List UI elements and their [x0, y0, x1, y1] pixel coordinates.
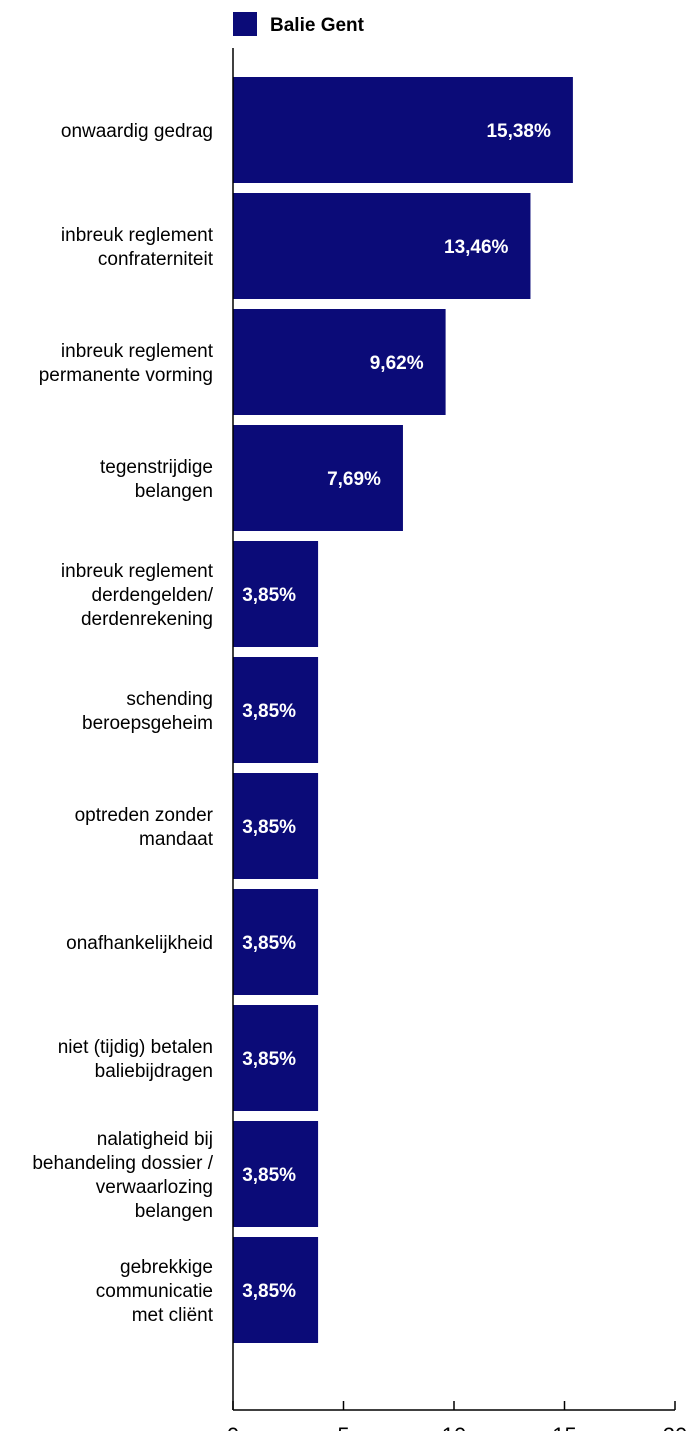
x-tick-label: 5: [337, 1423, 349, 1431]
category-label: tegenstrijdige belangen: [100, 457, 213, 502]
category-label-line: baliebijdragen: [95, 1061, 213, 1082]
x-tick-label: 10: [442, 1423, 466, 1431]
category-label-line: behandeling dossier /: [32, 1153, 213, 1174]
x-tick-label: 20: [663, 1423, 687, 1431]
legend-label: Balie Gent: [270, 15, 365, 36]
category-label: onafhankelijkheid: [66, 933, 213, 954]
category-label: inbreuk reglement derdengelden/derdenreke…: [61, 561, 214, 630]
bar: [233, 1237, 319, 1343]
bar: [233, 541, 319, 647]
bar: [233, 1121, 319, 1227]
data-label: 3,85%: [242, 585, 296, 606]
category-label-line: beroepsgeheim: [82, 713, 213, 734]
category-label-line: belangen: [135, 481, 213, 502]
category-label-line: nalatigheid bij: [97, 1129, 213, 1150]
x-tick-label: 0: [227, 1423, 239, 1431]
bar: [233, 193, 531, 299]
category-labels-group: onwaardig gedrag inbreuk reglement confrat…: [32, 121, 213, 1326]
category-label-line: permanente vorming: [39, 365, 213, 386]
bar: [233, 425, 403, 531]
bar: [233, 1005, 319, 1111]
category-label-line: inbreuk reglement: [61, 341, 214, 362]
bar: [233, 773, 319, 879]
category-label: schending beroepsgeheim: [82, 689, 213, 734]
category-label-line: tegenstrijdige: [100, 457, 213, 478]
category-label: nalatigheid bij behandeling dossier / verw…: [32, 1129, 213, 1222]
category-label-line: onafhankelijkheid: [66, 933, 213, 954]
category-label: inbreuk reglement confraterniteit: [61, 225, 214, 270]
bar: [233, 889, 319, 995]
category-label: gebrekkige communicatie met cliënt: [96, 1257, 214, 1326]
axes-group: 0 5 10 15 20: [227, 48, 687, 1431]
legend: Balie Gent: [233, 12, 365, 36]
category-label-line: gebrekkige: [120, 1257, 213, 1278]
category-label: onwaardig gedrag: [61, 121, 213, 142]
data-label: 13,46%: [444, 237, 509, 258]
category-label-line: inbreuk reglement: [61, 225, 214, 246]
category-label-line: onwaardig gedrag: [61, 121, 213, 142]
category-label-line: derdenrekening: [81, 609, 213, 630]
category-label-line: optreden zonder: [75, 805, 214, 826]
category-label-line: schending: [126, 689, 213, 710]
category-label-line: met cliënt: [132, 1305, 214, 1326]
category-label-line: confraterniteit: [98, 249, 214, 270]
data-label: 15,38%: [486, 121, 551, 142]
data-label: 9,62%: [370, 353, 424, 374]
category-label: inbreuk reglement permanente vorming: [39, 341, 214, 386]
category-label-line: verwaarlozing: [96, 1177, 213, 1198]
x-tick-label: 15: [552, 1423, 576, 1431]
category-label-line: belangen: [135, 1201, 213, 1222]
category-label: niet (tijdig) betalen baliebijdragen: [58, 1037, 213, 1082]
data-label: 7,69%: [327, 469, 381, 490]
category-label-line: mandaat: [139, 829, 214, 850]
data-label: 3,85%: [242, 701, 296, 722]
bar: [233, 309, 446, 415]
category-label-line: niet (tijdig) betalen: [58, 1037, 213, 1058]
legend-swatch: [233, 12, 257, 36]
category-label-line: inbreuk reglement: [61, 561, 214, 582]
bar: [233, 77, 573, 183]
data-label: 3,85%: [242, 1281, 296, 1302]
data-label: 3,85%: [242, 933, 296, 954]
category-label-line: derdengelden/: [92, 585, 214, 606]
category-label-line: communicatie: [96, 1281, 213, 1302]
category-label: optreden zonder mandaat: [75, 805, 214, 850]
data-label: 3,85%: [242, 1165, 296, 1186]
data-label: 3,85%: [242, 817, 296, 838]
bars-group: 15,38% 13,46% 9,62% 7,69% 3,85% 3,85% 3,85% 3,8…: [233, 77, 573, 1343]
bar: [233, 657, 319, 763]
data-label: 3,85%: [242, 1049, 296, 1070]
